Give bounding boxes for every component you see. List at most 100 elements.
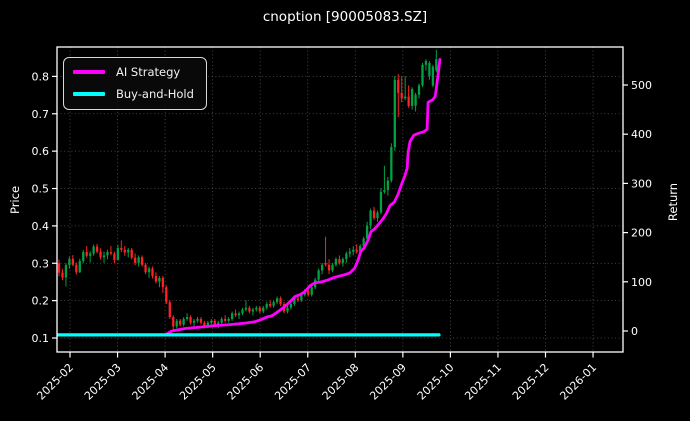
candle-up [230,311,234,321]
candle-body [379,191,383,213]
candle-down [189,315,192,325]
candle-up [334,257,338,267]
candle-body [272,302,275,306]
legend-label-ai-strategy: AI Strategy [116,65,181,79]
candle-up [348,247,351,258]
candle-down [224,315,227,323]
candle-body [227,318,230,321]
candle-body [428,62,431,77]
candle-body [372,210,376,219]
x-tick-label: 2025-06 [225,361,267,403]
candle-down [248,305,251,314]
candle-down [324,236,327,267]
price-tick-label: 0.5 [32,183,50,196]
candle-down [397,74,400,118]
candle-body [383,190,386,192]
candle-down [151,266,154,279]
candle-body [230,313,234,319]
candle-body [417,85,421,95]
x-tick-label: 2025-11 [462,361,504,403]
candle-body [224,318,227,321]
candle-body [296,298,300,301]
candle-down [338,255,341,265]
candle-body [334,259,338,265]
candle-down [140,255,144,267]
candle-up [310,285,313,297]
candle-up [158,275,161,288]
candle-body [116,247,120,260]
candle-body [75,264,78,273]
candle-up [251,307,255,316]
candle-body [338,259,341,263]
candle-body [61,272,64,278]
candle-up [175,318,178,329]
x-tick-label: 2025-09 [367,361,409,403]
candle-down [199,317,203,325]
candle-body [57,263,61,273]
candle-up [365,221,369,241]
candle-body [289,303,293,308]
legend-item-buy-and-hold: Buy-and-Hold [73,85,194,103]
candle-body [269,303,272,306]
lines-group [57,58,442,337]
candle-body [435,59,438,71]
price-tick-label: 0.4 [32,220,50,233]
price-tick-label: 0.7 [32,108,50,121]
candle-body [220,318,223,323]
candle-up [393,76,396,151]
candle-body [151,268,154,276]
candle-body [369,210,372,226]
candle-body [64,265,68,278]
candle-up [410,87,414,110]
candle-body [89,253,92,256]
candle-body [158,277,161,282]
candle-body [71,258,75,265]
candle-body [262,307,265,312]
candle-up [272,300,275,308]
candle-body [147,268,151,273]
candle-down [154,272,158,284]
candle-down [99,248,102,260]
candle-body [397,79,400,93]
candle-up [127,247,130,258]
candle-body [293,298,296,304]
ai-strategy-line [57,58,442,337]
candle-down [120,240,123,253]
candle-down [307,289,310,297]
candle-body [196,318,199,321]
candle-body [206,322,210,327]
candle-body [82,252,85,262]
x-tick-label: 2025-07 [272,361,314,403]
return-axis-label: Return [666,182,680,222]
candle-up [431,64,435,88]
candle-down [327,259,331,275]
legend-item-ai-strategy: AI Strategy [73,63,194,81]
x-tick-label: 2026-01 [557,361,599,403]
candle-body [241,309,244,314]
candle-down [75,262,78,275]
grid [57,47,623,352]
x-tick-label: 2025-05 [177,361,219,403]
candle-up [137,255,140,267]
candle-body [85,252,88,256]
candle-body [179,320,182,325]
candle-up [262,305,265,314]
candle-body [210,320,213,323]
chart-title: cnoption [90005083.SZ] [262,9,428,25]
candle-down [258,305,261,314]
candle-down [85,246,88,258]
candle-up [241,307,244,316]
candle-up [352,246,355,256]
candle-body [414,94,417,106]
x-tick-label: 2025-04 [130,361,172,403]
candle-up [78,258,81,273]
candle-body [182,318,185,325]
candle-up [331,262,334,273]
candle-up [106,249,109,260]
candle-up [317,268,320,282]
candle-up [102,251,106,263]
candle-body [390,147,393,181]
candle-body [168,302,171,318]
candle-body [68,258,71,266]
candle-body [317,270,320,280]
